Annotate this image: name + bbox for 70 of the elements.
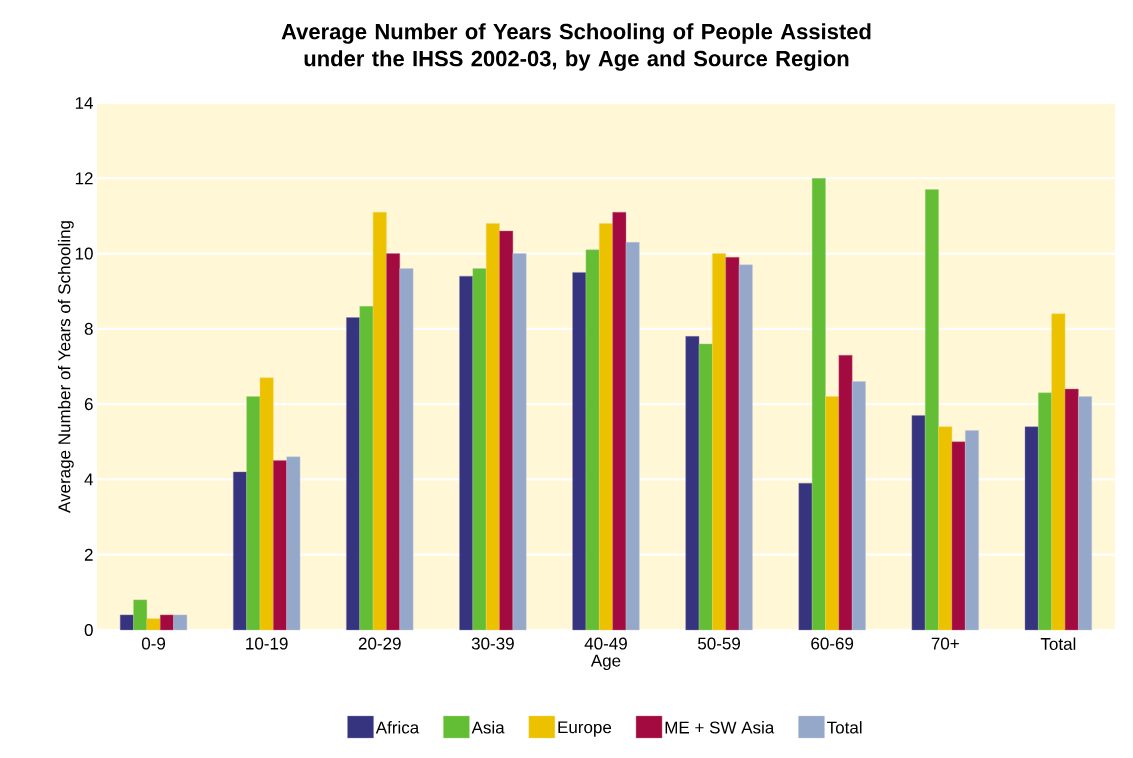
bar — [499, 230, 514, 631]
bar — [346, 317, 360, 631]
bar — [173, 614, 188, 631]
bar — [386, 253, 400, 631]
bar — [1024, 426, 1039, 631]
bar — [951, 441, 966, 631]
bar — [698, 343, 713, 631]
bar — [372, 211, 387, 631]
bar — [798, 482, 813, 631]
y-tick-label: 6 — [84, 398, 93, 411]
bar — [160, 614, 174, 631]
x-tick-label: 10-19 — [246, 637, 288, 650]
bar — [259, 377, 274, 631]
bar — [825, 396, 840, 631]
bar — [599, 223, 613, 631]
bar — [1064, 388, 1079, 631]
bar — [612, 211, 627, 631]
x-tick-label: 60-69 — [811, 637, 854, 650]
legend-label: Europe — [558, 721, 612, 737]
bar — [838, 354, 853, 631]
y-tick-label: 2 — [84, 548, 93, 561]
bar — [925, 189, 939, 631]
x-tick-label: Total — [1040, 637, 1076, 650]
bar — [459, 275, 474, 631]
bar — [472, 268, 487, 631]
x-axis-title: Age — [590, 654, 621, 671]
bar — [572, 272, 587, 631]
bar — [1078, 396, 1092, 631]
bar — [359, 306, 374, 631]
y-tick-label: 0 — [84, 623, 93, 637]
bar — [938, 426, 953, 631]
bar — [685, 336, 700, 631]
x-tick-label: 50-59 — [698, 637, 740, 650]
x-tick-label: 40-49 — [584, 637, 627, 650]
bar — [625, 242, 640, 631]
y-axis-title: Average Number of Years of Schooling — [57, 221, 74, 513]
bar — [146, 618, 161, 631]
legend-label: Africa — [375, 721, 420, 734]
bar — [911, 415, 926, 631]
y-tick-label: 8 — [84, 322, 93, 335]
bar — [119, 614, 134, 631]
bar — [246, 396, 261, 631]
legend-label: Total — [827, 721, 862, 734]
bar — [233, 471, 247, 631]
bar — [725, 257, 740, 631]
bar — [1038, 392, 1052, 631]
bar — [585, 249, 600, 631]
x-tick-label: 70+ — [931, 637, 959, 650]
bar — [712, 253, 726, 631]
bar — [965, 430, 979, 631]
x-tick-label: 20-29 — [358, 637, 401, 650]
x-tick-label: 0-9 — [141, 637, 166, 650]
bar — [512, 253, 527, 631]
y-tick-label: 14 — [75, 97, 93, 109]
bar — [399, 268, 414, 631]
bar — [1051, 313, 1066, 631]
chart-title: Average Number of Years Schooling of People Assisted under the IHSS 2002-03, by Age and Source Region — [281, 23, 871, 71]
bar — [738, 264, 753, 631]
legend-label: Asia — [471, 721, 505, 734]
y-tick-label: 12 — [75, 172, 93, 185]
bar — [273, 460, 287, 631]
y-tick-label: 10 — [75, 247, 93, 260]
legend-label: ME + SW Asia — [665, 721, 775, 734]
bar — [811, 178, 826, 631]
bar — [852, 381, 866, 631]
bar — [133, 599, 148, 631]
x-tick-label: 30-39 — [471, 637, 514, 650]
bar — [485, 223, 500, 631]
bar — [286, 456, 301, 631]
y-tick-label: 4 — [84, 473, 93, 486]
